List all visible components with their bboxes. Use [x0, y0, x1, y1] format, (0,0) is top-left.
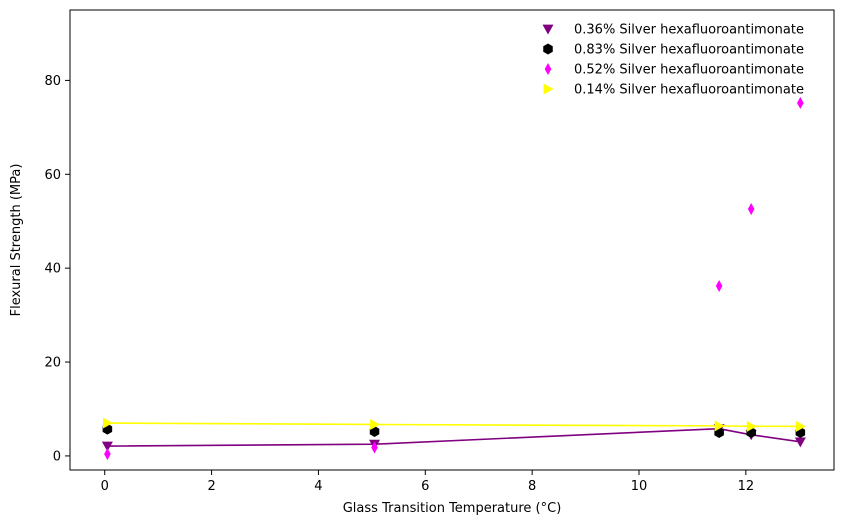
legend-marker: [542, 24, 554, 35]
y-tick-label: 0: [53, 449, 61, 464]
data-point: [795, 420, 806, 432]
x-tick-label: 2: [207, 479, 215, 494]
series-0-14pct-silver-hexafluoroantimonate: [103, 417, 806, 432]
x-tick-label: 0: [101, 479, 109, 494]
x-tick-label: 6: [421, 479, 429, 494]
legend-item: 0.36% Silver hexafluoroantimonate: [542, 23, 804, 38]
data-point: [104, 447, 111, 461]
x-axis-ticks: 0 2 4 6 8 10 12: [101, 470, 755, 494]
data-point: [714, 420, 725, 432]
y-tick-label: 80: [44, 74, 61, 89]
legend-label: 0.36% Silver hexafluoroantimonate: [574, 23, 804, 38]
data-point: [746, 420, 757, 432]
y-tick-label: 60: [44, 168, 61, 183]
data-point: [103, 417, 113, 429]
x-tick-label: 4: [314, 479, 322, 494]
y-tick-label: 40: [44, 262, 61, 277]
series-0-36pct-silver-hexafluoroantimonate: [101, 424, 806, 452]
data-point: [715, 279, 723, 293]
legend-marker: [543, 43, 553, 55]
legend-label: 0.83% Silver hexafluoroantimonate: [574, 43, 804, 58]
y-axis-ticks: 0 20 40 60 80: [44, 74, 70, 464]
x-tick-label: 8: [528, 479, 536, 494]
legend-item: 0.14% Silver hexafluoroantimonate: [543, 83, 804, 98]
x-tick-label: 12: [738, 479, 755, 494]
legend: 0.36% Silver hexafluoroantimonate 0.83% S…: [542, 23, 804, 98]
series-line: [107, 422, 801, 428]
series-0-52pct-silver-hexafluoroantimonate: [104, 96, 804, 461]
data-point: [794, 437, 806, 448]
plot-content: [101, 96, 806, 461]
data-point: [747, 202, 755, 216]
x-tick-label: 10: [631, 479, 648, 494]
plot-frame: [69, 9, 835, 471]
x-axis-label: Glass Transition Temperature (°C): [343, 501, 562, 516]
data-point: [371, 441, 378, 454]
data-point: [797, 96, 804, 109]
y-tick-label: 20: [44, 356, 61, 371]
series-line: [107, 427, 801, 447]
legend-item: 0.83% Silver hexafluoroantimonate: [543, 43, 804, 58]
legend-label: 0.14% Silver hexafluoroantimonate: [574, 83, 804, 98]
legend-marker: [543, 83, 554, 95]
data-point: [370, 418, 381, 430]
legend-label: 0.52% Silver hexafluoroantimonate: [574, 63, 804, 78]
data-point: [101, 441, 113, 452]
legend-item: 0.52% Silver hexafluoroantimonate: [544, 62, 804, 78]
y-axis-label: Flexural Strength (MPa): [9, 164, 24, 317]
legend-marker: [544, 62, 552, 76]
